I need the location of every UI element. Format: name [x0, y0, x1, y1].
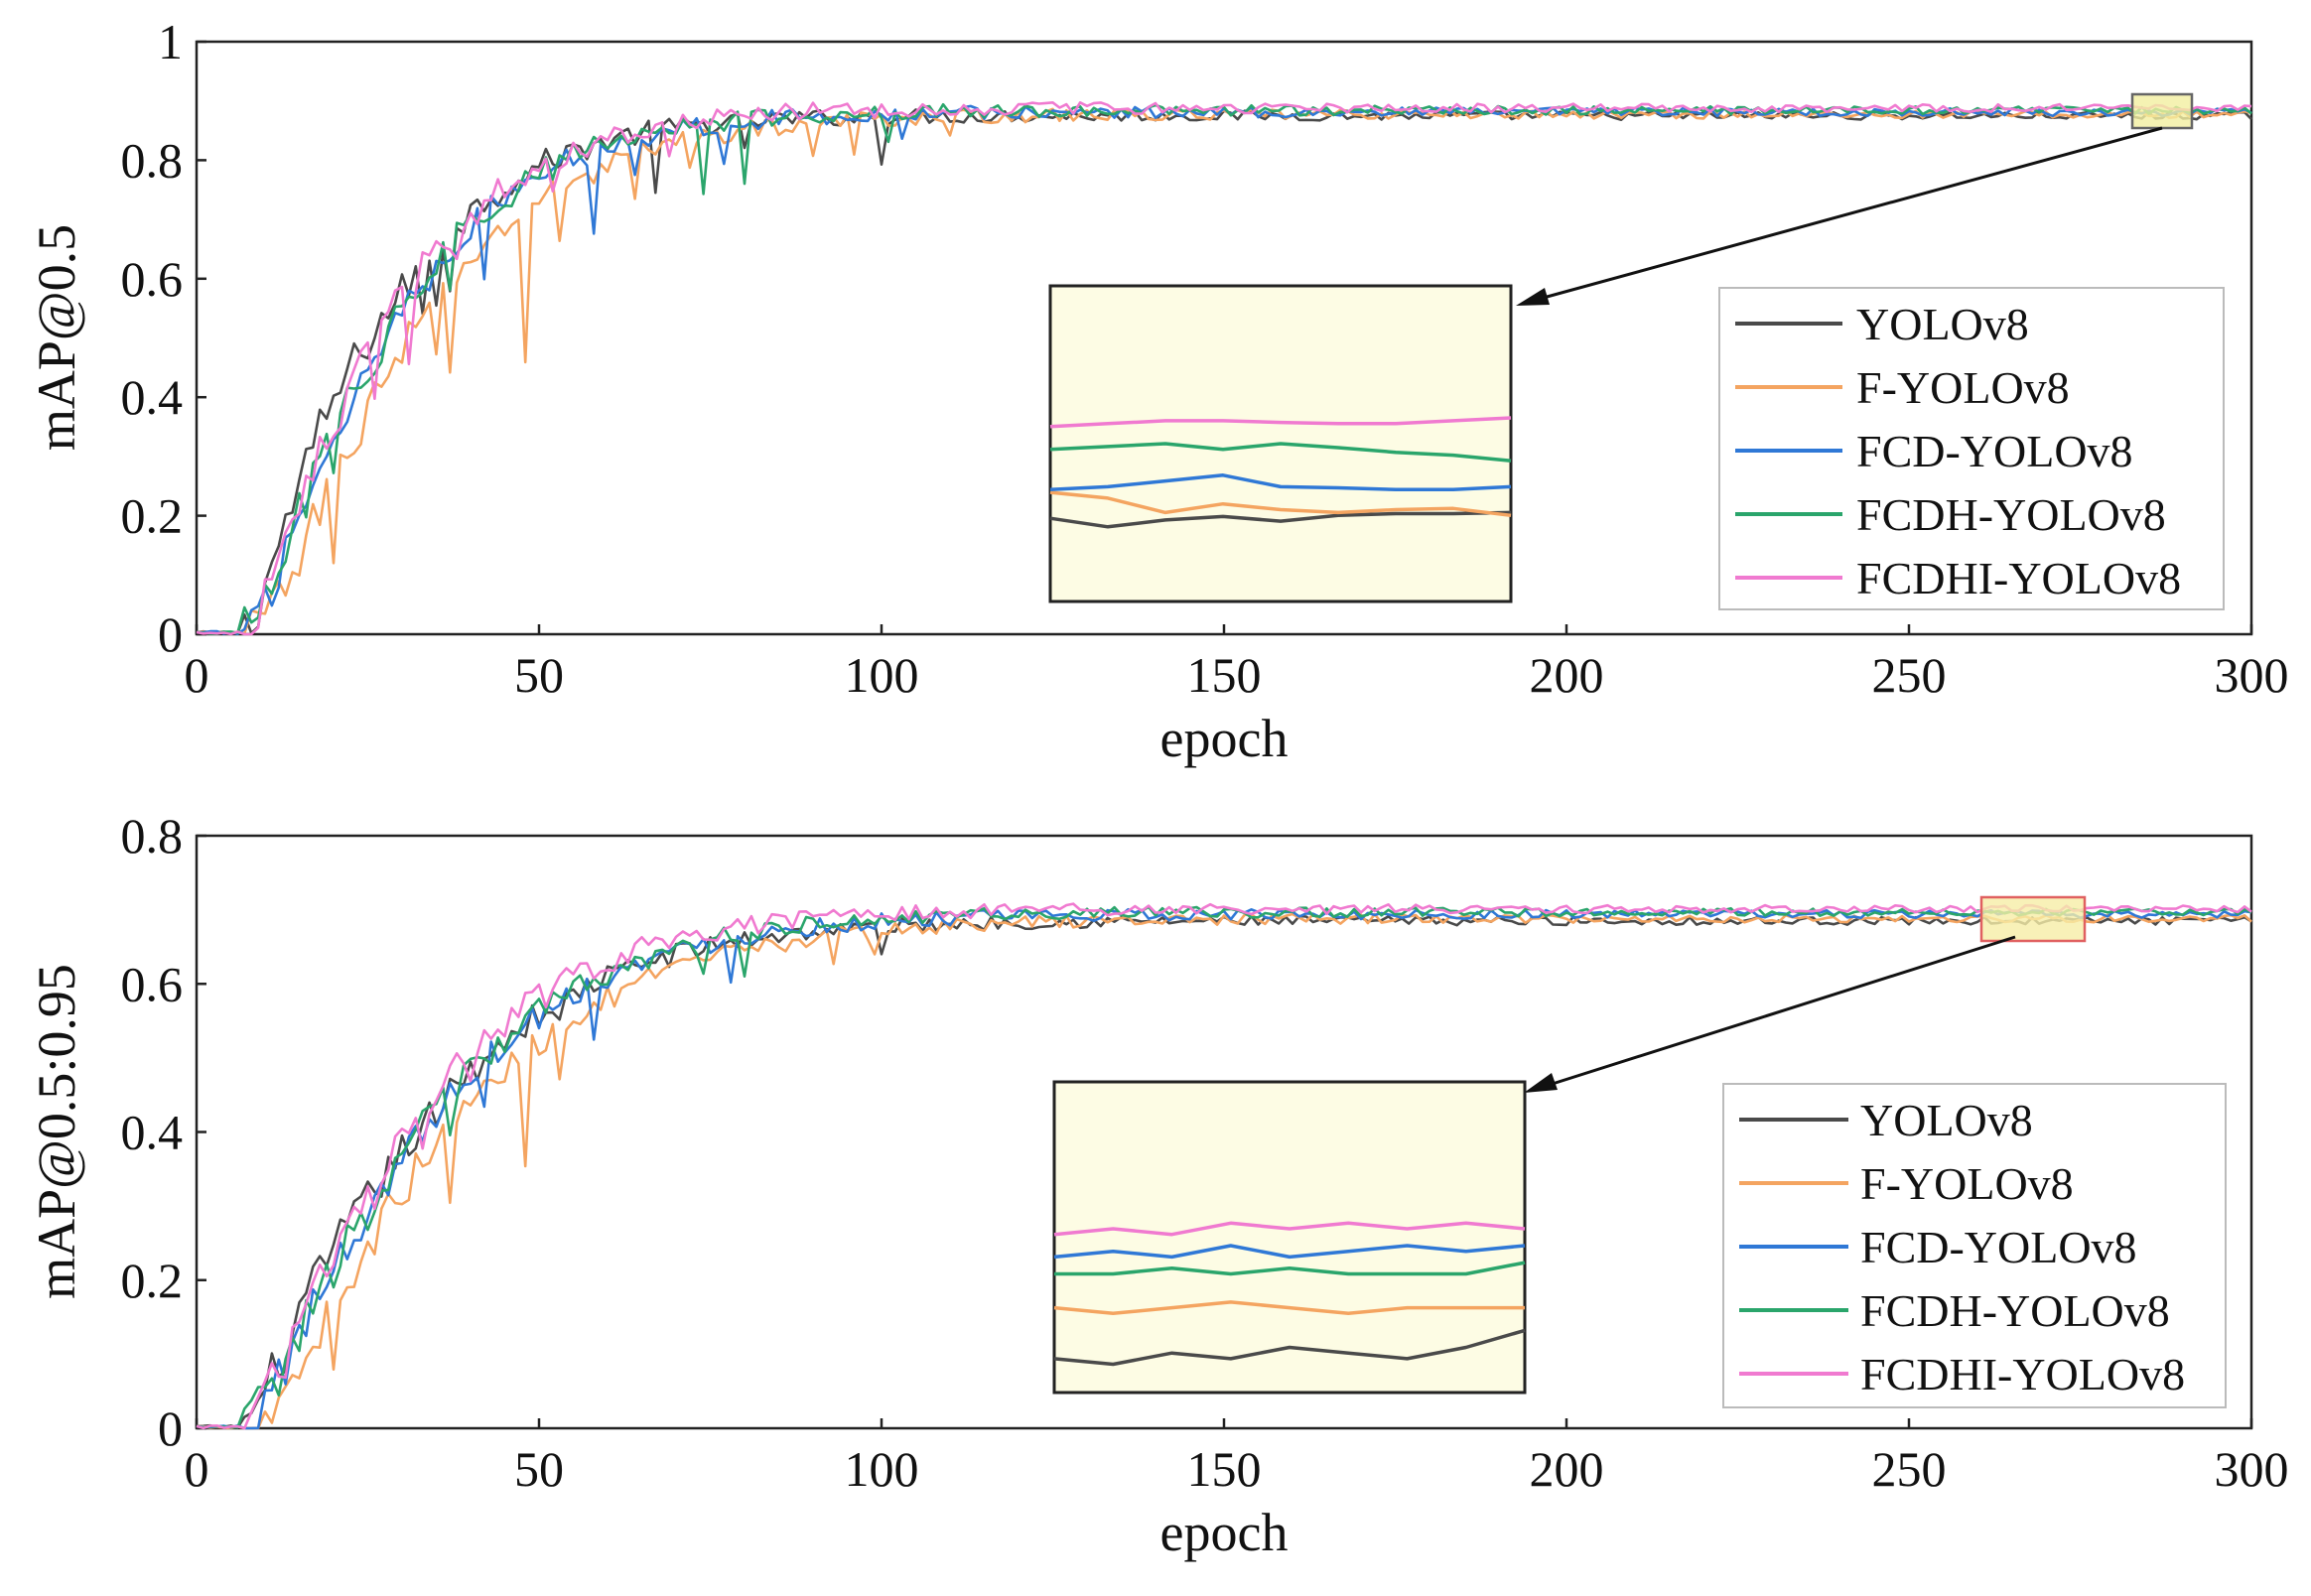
bottom-zoom-arrow-head	[1524, 1073, 1558, 1093]
bottom-legend: YOLOv8 F-YOLOv8 FCD-YOLOv8 FCDH-YOLOv8 F…	[1722, 1083, 2227, 1408]
bottom-zoom-arrow-line	[1536, 935, 2016, 1091]
bottom-inset-lines	[1053, 1221, 1526, 1367]
y-tick-label: 0.2	[121, 1253, 184, 1308]
inset-line-f-yolov8	[1049, 490, 1512, 518]
bottom-inset	[1052, 1080, 1527, 1395]
x-tick-label: 0	[185, 1441, 209, 1497]
top-x-axis-label: epoch	[1160, 709, 1289, 768]
bottom-series-lines	[196, 902, 2252, 1430]
legend-label-fcdhi-yolov8: FCDHI-YOLOv8	[1856, 553, 2181, 603]
y-tick-label: 0.8	[121, 808, 184, 864]
x-tick-label: 250	[1872, 1441, 1947, 1497]
x-tick-label: 150	[1187, 647, 1262, 703]
y-tick-label: 0	[158, 1400, 183, 1456]
bottom-inset-frame	[1052, 1080, 1527, 1395]
series-line-fcdh-yolov8	[196, 905, 2252, 1429]
legend-label-fcdhi-yolov8: FCDHI-YOLOv8	[1860, 1349, 2185, 1399]
inset-line-fcdh-yolov8	[1049, 442, 1512, 464]
legend-label-fcd-yolov8: FCD-YOLOv8	[1856, 426, 2133, 476]
series-line-f-yolov8	[196, 912, 2252, 1430]
top-zoom-arrow-head	[1516, 288, 1550, 306]
inset-line-fcd-yolov8	[1053, 1244, 1526, 1260]
top-legend: YOLOv8 F-YOLOv8 FCD-YOLOv8 FCDH-YOLOv8 F…	[1718, 287, 2225, 610]
x-tick-label: 150	[1187, 1441, 1262, 1497]
x-tick-label: 300	[2215, 647, 2289, 703]
y-tick-label: 0.2	[121, 488, 184, 544]
x-tick-label: 0	[185, 647, 209, 703]
series-line-fcdhi-yolov8	[196, 101, 2252, 636]
series-line-fcdhi-yolov8	[196, 902, 2252, 1430]
x-tick-label: 200	[1530, 647, 1604, 703]
x-tick-label: 250	[1872, 647, 1947, 703]
x-tick-label: 300	[2215, 1441, 2289, 1497]
y-tick-label: 0	[158, 606, 183, 662]
inset-line-fcdhi-yolov8	[1053, 1221, 1526, 1237]
x-tick-label: 100	[845, 1441, 919, 1497]
bottom-zoom-marker	[1979, 895, 2087, 943]
top-inset	[1048, 284, 1513, 603]
bottom-chart-panel: 0 50 100 150 200 250 300 0 0.2 0.4 0.6 0.8 YOLOv8 F…	[27, 808, 2289, 1562]
top-zoom-arrow-line	[1528, 126, 2163, 304]
x-tick-label: 50	[514, 647, 564, 703]
y-tick-label: 0.8	[121, 132, 184, 188]
y-tick-label: 0.6	[121, 251, 184, 307]
legend-label-yolov8: YOLOv8	[1856, 299, 2029, 349]
inset-line-yolov8	[1049, 510, 1512, 529]
legend-label-fcdh-yolov8: FCDH-YOLOv8	[1856, 489, 2166, 540]
legend-label-f-yolov8: F-YOLOv8	[1860, 1158, 2074, 1209]
legend-label-fcd-yolov8: FCD-YOLOv8	[1860, 1222, 2137, 1272]
inset-line-f-yolov8	[1053, 1300, 1525, 1316]
series-line-f-yolov8	[196, 107, 2252, 635]
top-inset-lines	[1049, 416, 1512, 529]
inset-line-fcd-yolov8	[1049, 473, 1512, 492]
legend-label-f-yolov8: F-YOLOv8	[1856, 362, 2070, 413]
legend-label-yolov8: YOLOv8	[1860, 1095, 2033, 1145]
y-tick-label: 0.6	[121, 956, 184, 1011]
x-tick-label: 100	[845, 647, 919, 703]
x-tick-label: 50	[514, 1441, 564, 1497]
top-series-lines	[196, 101, 2252, 636]
bottom-axis-ticks: 0 50 100 150 200 250 300 0 0.2 0.4 0.6 0.8	[121, 808, 2289, 1497]
x-tick-label: 200	[1530, 1441, 1604, 1497]
legend-label-fcdh-yolov8: FCDH-YOLOv8	[1860, 1285, 2170, 1336]
inset-line-yolov8	[1053, 1328, 1526, 1367]
y-tick-label: 1	[158, 14, 183, 69]
y-tick-label: 0.4	[121, 1105, 184, 1160]
top-chart-panel: 0 50 100 150 200 250 300 0 0.2 0.4 0.6 0.8 1 YOLOv8 …	[27, 14, 2289, 768]
bottom-y-axis-label: mAP@0.5:0.95	[27, 964, 86, 1299]
top-zoom-marker	[2130, 92, 2194, 130]
series-line-fcdh-yolov8	[196, 102, 2252, 635]
top-y-axis-label: mAP@0.5	[27, 224, 86, 451]
top-axis-ticks: 0 50 100 150 200 250 300 0 0.2 0.4 0.6 0.8 1	[121, 14, 2289, 703]
bottom-x-axis-label: epoch	[1160, 1503, 1289, 1562]
y-tick-label: 0.4	[121, 369, 184, 425]
inset-line-fcdhi-yolov8	[1049, 416, 1512, 429]
inset-line-fcdh-yolov8	[1054, 1261, 1526, 1276]
